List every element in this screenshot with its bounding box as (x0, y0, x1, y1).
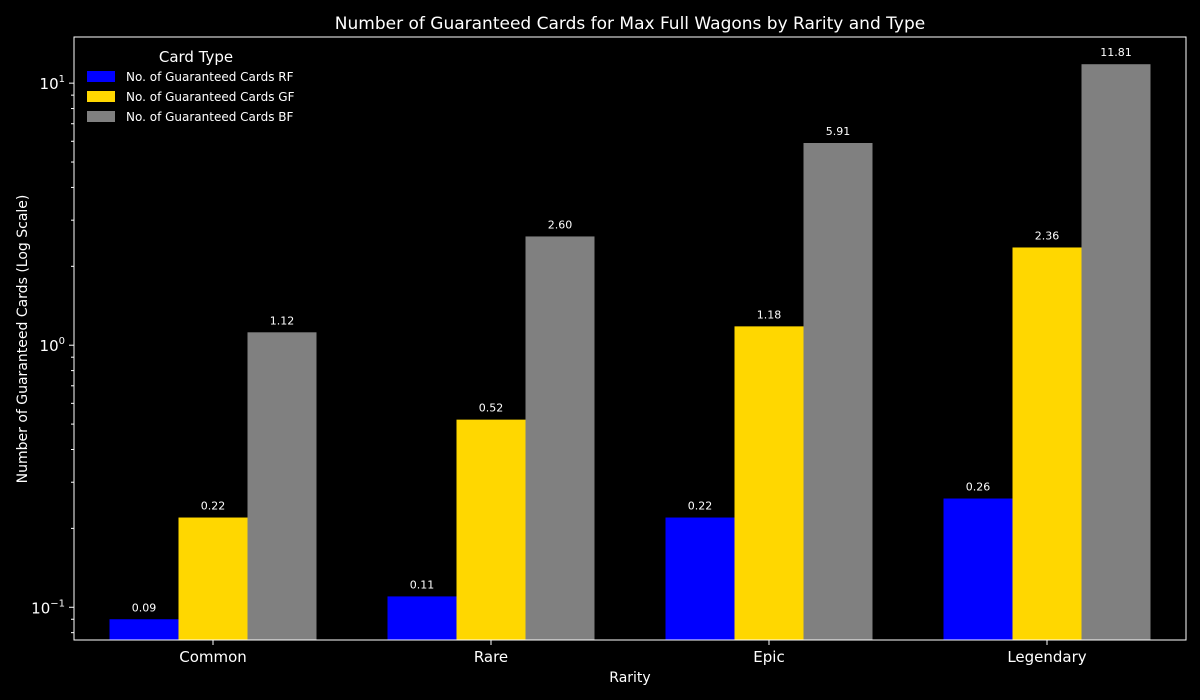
bar-value-label: 1.18 (757, 308, 782, 321)
bar-rare-2 (456, 419, 526, 640)
y-tick-label: 10−1 (31, 598, 65, 617)
bar-rare-3 (525, 236, 595, 640)
legend-label: No. of Guaranteed Cards RF (126, 70, 294, 84)
y-tick-label: 100 (40, 336, 65, 355)
bar-common-3 (247, 332, 317, 640)
x-tick-label: Legendary (1007, 648, 1086, 666)
y-axis: 10−1 100 101 (31, 74, 74, 634)
bar-value-label: 0.11 (410, 578, 435, 591)
x-tick-label: Epic (753, 648, 784, 666)
x-tick-label: Common (179, 648, 247, 666)
y-tick-label: 101 (40, 74, 65, 93)
bar-value-label: 0.09 (132, 601, 157, 614)
chart-title: Number of Guaranteed Cards for Max Full … (335, 14, 925, 34)
legend-swatch (87, 71, 115, 82)
bar-epic-3 (803, 143, 873, 640)
bar-legendary-1 (943, 498, 1013, 640)
x-tick-label: Rare (474, 648, 508, 666)
bar-legendary-2 (1012, 247, 1082, 640)
bar-labels-group: 0.09 0.22 1.12 0.11 0.52 2.60 0.22 1.18 5.91 0.26… (132, 46, 1132, 614)
bar-value-label: 5.91 (826, 125, 851, 138)
bar-legendary-3 (1081, 64, 1151, 641)
bar-common-2 (178, 517, 248, 640)
legend-items: No. of Guaranteed Cards RF No. of Guarant… (87, 70, 295, 124)
plot-frame (73, 36, 1187, 641)
bar-value-label: 2.60 (548, 218, 573, 231)
bar-epic-2 (734, 326, 804, 640)
legend-swatch (87, 91, 115, 102)
x-axis: Common Rare Epic Legendary (179, 640, 1087, 666)
bar-value-label: 0.22 (688, 500, 713, 513)
bar-value-label: 0.52 (479, 402, 504, 415)
legend: Card Type No. of Guaranteed Cards RFNo. … (87, 48, 295, 124)
legend-title: Card Type (159, 48, 233, 66)
legend-label: No. of Guaranteed Cards GF (126, 90, 295, 104)
legend-swatch (87, 111, 115, 122)
plot-area: 0.09 0.22 1.12 0.11 0.52 2.60 0.22 1.18 5.91 0.26… (73, 36, 1187, 641)
x-axis-label: Rarity (609, 670, 650, 686)
bar-value-label: 0.22 (201, 500, 226, 513)
bar-value-label: 0.26 (966, 481, 991, 494)
bar-value-label: 1.12 (270, 314, 295, 327)
legend-label: No. of Guaranteed Cards BF (126, 110, 294, 124)
bar-epic-1 (665, 517, 735, 640)
y-axis-label: Number of Guaranteed Cards (Log Scale) (15, 195, 31, 484)
bar-common-1 (109, 619, 179, 640)
bar-value-label: 2.36 (1035, 229, 1060, 242)
bars-group (109, 64, 1151, 641)
bar-value-label: 11.81 (1100, 46, 1132, 59)
bar-rare-1 (387, 596, 457, 640)
